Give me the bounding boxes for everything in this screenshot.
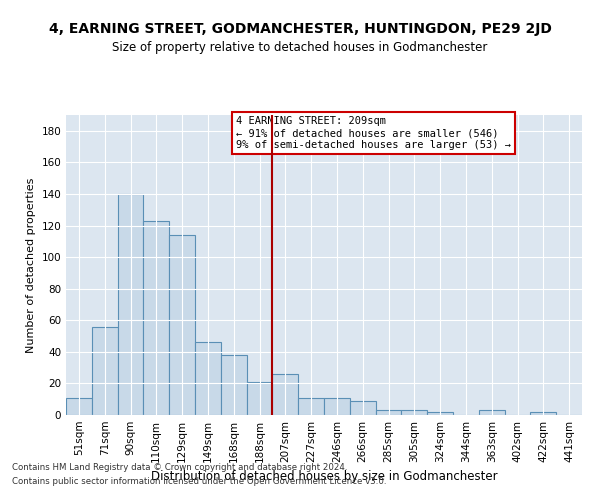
Bar [479,410,505,415]
Bar [427,412,453,415]
Text: Contains public sector information licensed under the Open Government Licence v3: Contains public sector information licen… [12,478,386,486]
Bar [272,374,298,415]
Bar [169,235,195,415]
Bar [247,382,272,415]
Bar [324,398,350,415]
Bar [221,355,247,415]
Bar [376,410,401,415]
Text: Contains HM Land Registry data © Crown copyright and database right 2024.: Contains HM Land Registry data © Crown c… [12,462,347,471]
Bar [143,221,169,415]
Y-axis label: Number of detached properties: Number of detached properties [26,178,36,352]
Bar [195,342,221,415]
Bar [530,412,556,415]
Text: Size of property relative to detached houses in Godmanchester: Size of property relative to detached ho… [112,41,488,54]
Bar [118,194,143,415]
X-axis label: Distribution of detached houses by size in Godmanchester: Distribution of detached houses by size … [151,470,497,484]
Bar [401,410,427,415]
Bar [92,326,118,415]
Text: 4 EARNING STREET: 209sqm
← 91% of detached houses are smaller (546)
9% of semi-d: 4 EARNING STREET: 209sqm ← 91% of detach… [236,116,511,150]
Text: 4, EARNING STREET, GODMANCHESTER, HUNTINGDON, PE29 2JD: 4, EARNING STREET, GODMANCHESTER, HUNTIN… [49,22,551,36]
Bar [350,401,376,415]
Bar [298,398,324,415]
Bar [66,398,92,415]
